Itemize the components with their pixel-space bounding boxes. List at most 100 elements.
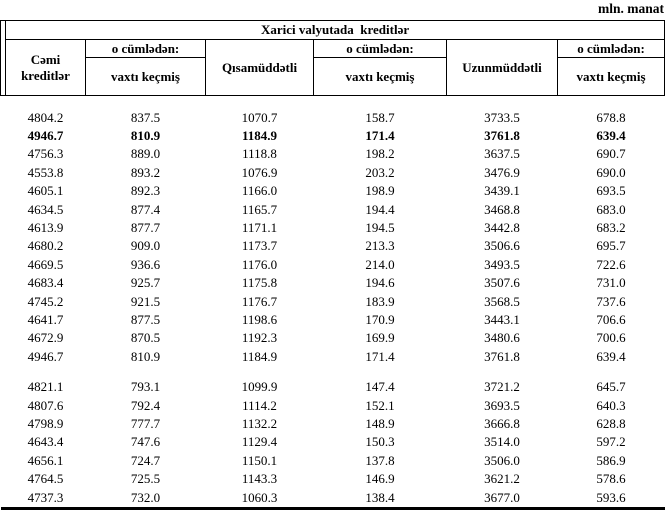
cell: 695.7: [596, 238, 626, 254]
cell: 3476.9: [484, 164, 520, 180]
cell: 1175.8: [241, 275, 278, 291]
cell: 1129.4: [241, 434, 278, 450]
col-header-subgroup-3: o cümlədən:: [556, 39, 666, 58]
cell: 1165.7: [241, 201, 278, 217]
cell: 877.7: [130, 219, 161, 235]
unit-label: mln. manat: [597, 1, 664, 16]
cell: 690.0: [596, 164, 626, 180]
cell: 1118.8: [242, 146, 277, 162]
cell: 909.0: [130, 238, 161, 254]
cell: 3721.2: [484, 379, 520, 395]
cell: 889.0: [130, 146, 161, 162]
table-row: 4683.4 925.7 1175.8 194.6 3507.6 731.0: [1, 274, 665, 292]
cell: 892.3: [130, 183, 161, 199]
cell: 639.4: [596, 127, 626, 143]
cell: 214.0: [365, 256, 395, 272]
cell: 4656.1: [27, 452, 64, 468]
cell: 706.6: [596, 311, 626, 327]
cell: 198.2: [365, 146, 395, 162]
cell: 4798.9: [27, 416, 64, 431]
cell: 683.2: [596, 219, 626, 235]
cell: 921.5: [130, 293, 161, 309]
cell: 1166.0: [241, 183, 278, 199]
table-row: 4821.1 793.1 1099.9 147.4 3721.2 645.7: [1, 378, 665, 396]
cell: 1176.7: [241, 293, 278, 309]
table-row: 4946.7 810.9 1184.9 171.4 3761.8 639.4: [1, 127, 665, 145]
col-header-total-credits: Cəmi kreditlər: [5, 39, 86, 96]
table-body: 4804.2 837.5 1070.7 158.7 3733.5 678.8 4946.7 8…: [1, 96, 665, 509]
cell: 3637.5: [484, 146, 520, 162]
cell: 893.2: [130, 164, 161, 180]
cell: 3507.6: [484, 275, 520, 291]
cell: 194.4: [365, 201, 395, 217]
cell: 732.0: [130, 489, 161, 505]
cell: 810.9: [130, 348, 161, 364]
cell: 3693.5: [484, 397, 520, 413]
cell: 198.9: [365, 183, 395, 199]
cell: 171.4: [365, 348, 395, 364]
cell: 194.5: [365, 219, 395, 235]
cell: 3506.0: [484, 452, 520, 468]
cell: 3514.0: [484, 434, 520, 450]
table-row: 4634.5 877.4 1165.7 194.4 3468.8 683.0: [1, 201, 665, 219]
cell: 1173.7: [241, 238, 278, 254]
cell: 3677.0: [484, 489, 520, 505]
cell: 1076.9: [241, 164, 278, 180]
cell: 3468.8: [484, 201, 520, 217]
table-row: 4745.2 921.5 1176.7 183.9 3568.5 737.6: [1, 293, 665, 311]
cell: 693.5: [596, 183, 626, 199]
cell: 792.4: [130, 397, 161, 413]
cell: 183.9: [365, 293, 395, 309]
cell: 3733.5: [484, 109, 520, 125]
table-row: 4680.2 909.0 1173.7 213.3 3506.6 695.7: [1, 237, 665, 255]
cell: 1132.2: [241, 416, 278, 431]
cell: 4680.2: [27, 238, 64, 254]
cell: 4745.2: [27, 293, 64, 309]
table-row: 4756.3 889.0 1118.8 198.2 3637.5 690.7: [1, 145, 665, 163]
table-row: 4946.7 810.9 1184.9 171.4 3761.8 639.4: [1, 348, 665, 366]
col-header-overdue-2: vaxtı keçmiş: [313, 57, 447, 96]
col-header-subgroup-2: o cümlədən:: [313, 39, 447, 58]
cell: 4683.4: [27, 275, 64, 291]
cell: 1184.9: [241, 127, 278, 143]
cell: 4641.7: [27, 311, 64, 327]
cell: 877.4: [130, 201, 161, 217]
cell: 640.3: [596, 397, 626, 413]
cell: 724.7: [130, 452, 161, 468]
cell: 700.6: [596, 330, 626, 346]
cell: 725.5: [130, 471, 161, 487]
cell: 4946.7: [27, 127, 64, 143]
cell: 1184.9: [241, 348, 278, 364]
header-row-sub: vaxtı keçmiş vaxtı keçmiş vaxtı keçmiş: [1, 57, 666, 96]
cell: 597.2: [596, 434, 626, 450]
cell: 171.4: [365, 127, 395, 143]
cell: 1171.1: [241, 219, 278, 235]
cell: 870.5: [130, 330, 161, 346]
cell: 1150.1: [241, 452, 278, 468]
cell: 148.9: [365, 416, 395, 431]
cell: 645.7: [596, 379, 626, 395]
cell: 4605.1: [27, 183, 64, 199]
cell: 194.6: [365, 275, 395, 291]
cell: 3506.6: [484, 238, 520, 254]
cell: 837.5: [130, 109, 161, 125]
table-row: 4605.1 892.3 1166.0 198.9 3439.1 693.5: [1, 182, 665, 200]
table-row: 4804.2 837.5 1070.7 158.7 3733.5 678.8: [1, 109, 665, 127]
cell: 150.3: [365, 434, 395, 450]
cell: 683.0: [596, 201, 626, 217]
cell: 213.3: [365, 238, 395, 254]
cell: 4643.4: [27, 434, 64, 450]
cell: 203.2: [365, 164, 395, 180]
cell: 1176.0: [241, 256, 278, 272]
cell: 925.7: [130, 275, 161, 291]
table-row: 4641.7 877.5 1198.6 170.9 3443.1 706.6: [1, 311, 665, 329]
cell: 586.9: [596, 452, 626, 468]
spacer-cell: [1, 366, 665, 378]
table-title-row: Xarici valyutada kreditlər: [0, 20, 666, 96]
cell: 3443.1: [484, 311, 520, 327]
cell: 146.9: [365, 471, 395, 487]
cell: 690.7: [596, 146, 626, 162]
cell: 722.6: [596, 256, 626, 272]
cell: 936.6: [130, 256, 161, 272]
cell: 1070.7: [241, 109, 278, 125]
